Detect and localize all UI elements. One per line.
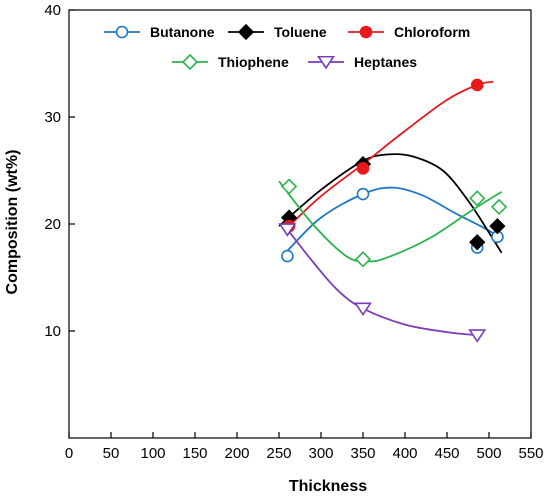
thiophene-point: [354, 251, 372, 268]
y-axis-title: Composition (wt%): [4, 150, 21, 295]
butanone-legend-marker: [115, 25, 129, 39]
x-tick-label: 450: [434, 445, 459, 462]
butanone-legend-label: Butanone: [150, 24, 215, 40]
y-tick-label: 40: [44, 2, 61, 19]
chloroform-legend-label: Chloroform: [394, 24, 470, 40]
x-tick-label: 300: [308, 445, 333, 462]
toluene-legend-marker: [237, 23, 255, 41]
toluene-point: [469, 234, 486, 251]
toluene-legend-label: Toluene: [274, 24, 327, 40]
heptanes-point: [354, 302, 372, 316]
butanone-fit-curve: [286, 186, 503, 252]
axis-ticks: 0 50 100 150 200 250 300 350 400 450 500 550 10 20 30 4…: [44, 2, 543, 462]
heptanes-point: [278, 223, 297, 237]
thiophene-point: [469, 190, 486, 207]
plot-border: [68, 9, 532, 439]
x-tick-label: 100: [140, 445, 165, 462]
thiophene-point: [280, 178, 298, 195]
x-tick-label: 200: [224, 445, 249, 462]
toluene-fit-curve: [278, 153, 503, 254]
thiophene-fit-curve: [278, 180, 503, 263]
y-tick-label: 20: [44, 216, 61, 233]
x-tick-label: 150: [182, 445, 207, 462]
x-axis-title: Thickness: [289, 478, 367, 495]
heptanes-fit-curve: [286, 228, 478, 337]
x-tick-label: 50: [103, 445, 120, 462]
chloroform-point: [470, 78, 484, 92]
thiophene-legend-marker: [181, 53, 199, 71]
y-tick-label: 10: [44, 323, 61, 340]
butanone-point: [356, 187, 370, 201]
x-tick-label: 250: [266, 445, 291, 462]
x-tick-label: 400: [392, 445, 417, 462]
fit-curves: [278, 80, 503, 337]
chloroform-legend-marker: [359, 25, 373, 39]
heptanes-point: [468, 329, 487, 343]
thiophene-legend-label: Thiophene: [218, 54, 289, 70]
x-tick-label: 550: [518, 445, 543, 462]
butanone-point: [281, 249, 294, 263]
data-markers: [278, 78, 508, 343]
x-tick-label: 0: [65, 445, 73, 462]
toluene-point: [489, 218, 506, 235]
heptanes-legend-label: Heptanes: [354, 54, 417, 70]
thiophene-point: [490, 198, 508, 216]
x-tick-label: 500: [476, 445, 501, 462]
chloroform-point: [356, 162, 370, 175]
y-tick-label: 30: [44, 109, 61, 126]
x-tick-label: 350: [350, 445, 375, 462]
legend: Butanone Toluene Chloroform Thiophene Heptan…: [104, 23, 470, 71]
plot-frame: [68, 9, 532, 439]
heptanes-legend-marker: [317, 55, 335, 70]
